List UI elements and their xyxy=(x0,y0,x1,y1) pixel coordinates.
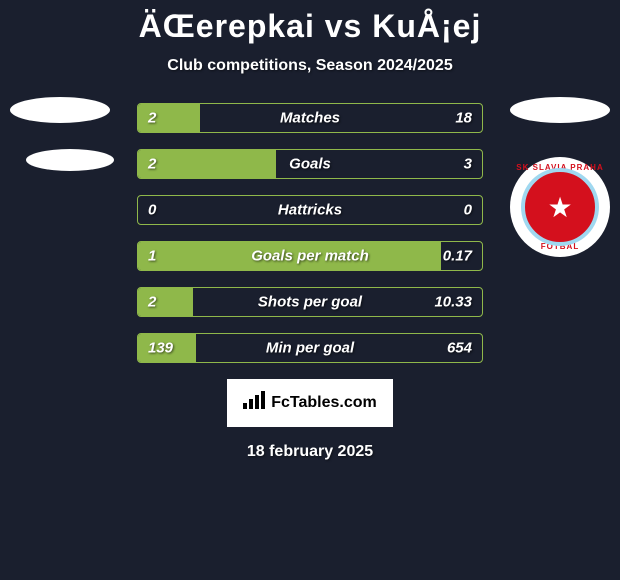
stat-row-goals-per-match: 1 Goals per match 0.17 xyxy=(137,241,483,271)
stat-left-value: 139 xyxy=(148,340,173,357)
slavia-inner: ★ xyxy=(521,168,599,246)
stat-label: Goals per match xyxy=(251,248,369,265)
main-area: SK SLAVIA PRAHA FOTBAL ★ 2 Matches 18 2 … xyxy=(0,103,620,461)
logo-shape xyxy=(26,149,114,171)
stat-right-value: 0 xyxy=(464,202,472,219)
stats-list: 2 Matches 18 2 Goals 3 0 Hattricks 0 1 G… xyxy=(137,103,483,363)
page-title: ÄŒerepkai vs KuÅ¡ej xyxy=(0,8,620,45)
stat-label: Goals xyxy=(289,156,331,173)
stat-left-value: 2 xyxy=(148,110,156,127)
date-text: 18 february 2025 xyxy=(0,443,620,461)
stat-left-value: 2 xyxy=(148,294,156,311)
logo-shape xyxy=(10,97,110,123)
stat-right-value: 18 xyxy=(455,110,472,127)
brand-text: FcTables.com xyxy=(271,394,377,412)
stat-right-value: 0.17 xyxy=(443,248,472,265)
team-logo-right: SK SLAVIA PRAHA FOTBAL ★ xyxy=(510,97,610,227)
star-icon: ★ xyxy=(547,191,572,224)
brand-badge[interactable]: FcTables.com xyxy=(227,379,393,427)
stat-row-min-per-goal: 139 Min per goal 654 xyxy=(137,333,483,363)
comparison-card: ÄŒerepkai vs KuÅ¡ej Club competitions, S… xyxy=(0,0,620,461)
stat-right-value: 654 xyxy=(447,340,472,357)
stat-left-value: 1 xyxy=(148,248,156,265)
stat-label: Matches xyxy=(280,110,340,127)
stat-fill xyxy=(138,288,193,316)
logo-shape xyxy=(510,97,610,123)
subtitle: Club competitions, Season 2024/2025 xyxy=(0,57,620,75)
stat-right-value: 3 xyxy=(464,156,472,173)
stat-row-hattricks: 0 Hattricks 0 xyxy=(137,195,483,225)
stat-label: Shots per goal xyxy=(258,294,362,311)
stat-row-matches: 2 Matches 18 xyxy=(137,103,483,133)
stat-row-shots-per-goal: 2 Shots per goal 10.33 xyxy=(137,287,483,317)
team-logo-left xyxy=(10,97,110,227)
stat-label: Hattricks xyxy=(278,202,342,219)
stat-label: Min per goal xyxy=(266,340,354,357)
stat-left-value: 0 xyxy=(148,202,156,219)
stat-fill xyxy=(138,150,276,178)
chart-icon xyxy=(243,391,265,415)
stat-left-value: 2 xyxy=(148,156,156,173)
stat-row-goals: 2 Goals 3 xyxy=(137,149,483,179)
stat-right-value: 10.33 xyxy=(434,294,472,311)
slavia-badge: SK SLAVIA PRAHA FOTBAL ★ xyxy=(510,157,610,257)
